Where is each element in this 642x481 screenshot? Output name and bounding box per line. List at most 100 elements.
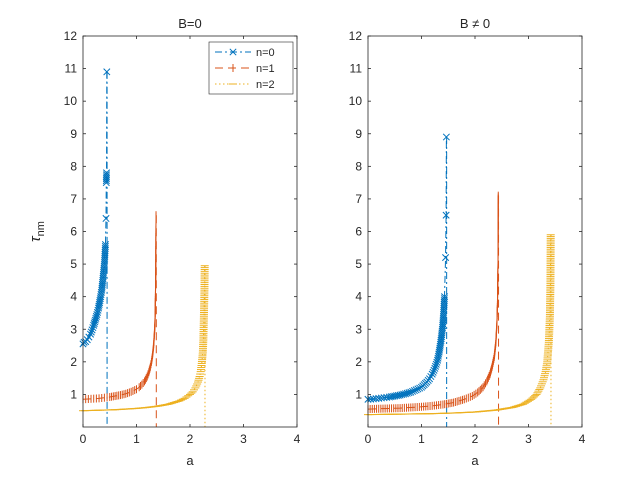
y-tick-label: 6 xyxy=(70,225,77,239)
data-point-marker xyxy=(431,362,440,370)
x-tick-label: 2 xyxy=(187,432,194,446)
left-chart-title: B=0 xyxy=(178,16,202,31)
legend-marker-symbol xyxy=(229,48,237,56)
x-tick-label: 0 xyxy=(80,432,87,446)
left-y-axis-label: τnm xyxy=(27,221,47,242)
y-tick-label: 10 xyxy=(64,94,78,108)
data-point-marker xyxy=(409,387,417,395)
legend-entry-n2: n=2 xyxy=(215,79,275,91)
left-series-layer xyxy=(79,68,209,427)
left-x-axis-label: a xyxy=(186,453,194,468)
data-point-marker xyxy=(101,242,109,251)
y-tick-label: 3 xyxy=(355,322,362,336)
series-n=2 xyxy=(79,265,209,427)
y-tick-label: 1 xyxy=(70,387,77,401)
series-n=2-markers xyxy=(79,265,209,412)
y-tick-label: 4 xyxy=(355,290,362,304)
legend-n2-label: n=2 xyxy=(256,79,275,91)
y-tick-label: 12 xyxy=(349,29,363,43)
data-point-marker xyxy=(432,360,440,368)
data-point-marker xyxy=(407,388,415,396)
series-n=1 xyxy=(82,211,157,427)
y-tick-label: 9 xyxy=(355,127,362,141)
data-point-marker xyxy=(440,293,449,301)
data-point-marker xyxy=(93,308,101,316)
legend-n0-label: n=0 xyxy=(256,47,275,59)
legend-entry-n1: n=1 xyxy=(215,63,275,75)
y-tick-label: 9 xyxy=(70,127,77,141)
y-label-subscript: nm xyxy=(35,221,47,236)
y-tick-label: 12 xyxy=(64,29,78,43)
data-point-marker xyxy=(101,240,110,249)
data-point-marker xyxy=(410,387,418,395)
right-axes-frame xyxy=(367,35,583,428)
legend-entry-n0: n=0 xyxy=(215,47,275,59)
legend-n0-marker xyxy=(229,48,237,56)
series-n=1-markers xyxy=(82,211,157,404)
data-point-marker xyxy=(428,370,436,378)
x-tick-label: 3 xyxy=(525,432,532,446)
data-point-marker xyxy=(414,385,422,393)
x-tick-label: 2 xyxy=(472,432,479,446)
y-tick-label: 2 xyxy=(355,355,362,369)
data-point-marker xyxy=(416,384,424,392)
legend: n=0 n=1 n=2 xyxy=(208,41,294,95)
data-point-marker xyxy=(92,312,100,320)
data-point-marker xyxy=(433,358,441,366)
y-tick-label: 8 xyxy=(70,159,77,173)
y-tick-label: 7 xyxy=(355,192,362,206)
y-tick-label: 6 xyxy=(355,225,362,239)
x-tick-label: 1 xyxy=(133,432,140,446)
left-axes-frame xyxy=(82,35,298,428)
data-point-marker xyxy=(86,330,95,338)
series-n=0 xyxy=(364,133,450,427)
series-n=1 xyxy=(367,191,500,427)
y-tick-label: 3 xyxy=(70,322,77,336)
data-point-marker xyxy=(93,311,101,319)
legend-n1-label: n=1 xyxy=(256,63,275,75)
series-n=1-markers xyxy=(367,191,499,414)
y-tick-label: 8 xyxy=(355,159,362,173)
data-point-marker xyxy=(102,214,110,223)
data-point-marker xyxy=(87,328,95,336)
y-tick-label: 5 xyxy=(70,257,77,271)
y-tick-label: 5 xyxy=(355,257,362,271)
data-point-marker xyxy=(431,364,439,372)
x-tick-label: 0 xyxy=(365,432,372,446)
series-n=0-markers xyxy=(364,133,450,403)
data-point-marker xyxy=(442,254,450,262)
y-tick-label: 11 xyxy=(65,62,78,76)
series-n=0-markers xyxy=(79,68,111,348)
data-point-marker xyxy=(430,366,438,374)
right-series-layer xyxy=(364,133,555,427)
data-point-marker xyxy=(88,326,96,334)
series-n=0 xyxy=(79,68,111,427)
series-n=2 xyxy=(364,234,555,427)
data-point-marker xyxy=(102,169,111,177)
y-tick-label: 1 xyxy=(355,387,362,401)
data-point-marker xyxy=(103,68,111,76)
data-point-marker xyxy=(102,171,111,179)
x-tick-label: 4 xyxy=(579,432,586,446)
y-tick-label: 11 xyxy=(350,62,363,76)
right-chart-title: B ≠ 0 xyxy=(460,16,490,31)
x-tick-label: 1 xyxy=(418,432,425,446)
data-point-marker xyxy=(442,211,450,219)
data-point-marker xyxy=(440,295,448,303)
data-point-marker xyxy=(429,368,437,376)
y-tick-label: 2 xyxy=(70,355,77,369)
y-tick-label: 7 xyxy=(70,192,77,206)
y-label-tau: τ xyxy=(27,235,44,242)
x-tick-label: 4 xyxy=(294,432,301,446)
series-n=2-markers xyxy=(364,234,555,416)
data-point-marker xyxy=(89,324,97,332)
y-tick-label: 10 xyxy=(349,94,363,108)
right-x-axis-label: a xyxy=(471,453,479,468)
y-tick-label: 4 xyxy=(70,290,77,304)
